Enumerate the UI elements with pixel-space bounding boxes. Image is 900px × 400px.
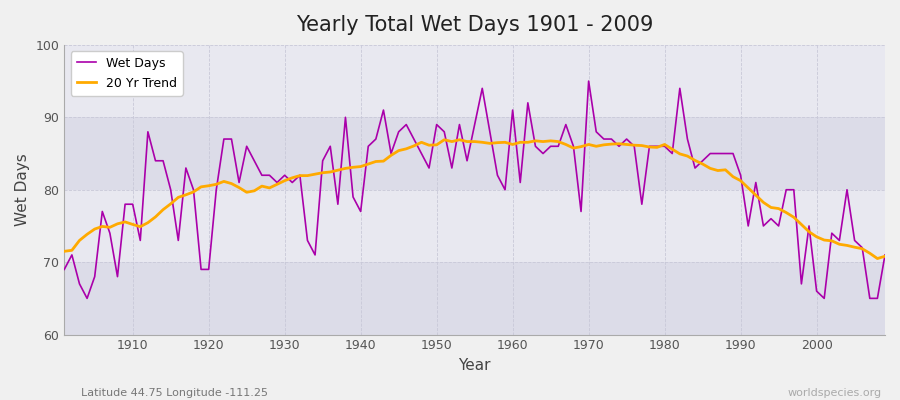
20 Yr Trend xyxy=(879,254,890,259)
Wet Days xyxy=(515,180,526,185)
20 Yr Trend xyxy=(872,256,883,261)
Y-axis label: Wet Days: Wet Days xyxy=(15,153,30,226)
20 Yr Trend xyxy=(515,140,526,145)
Bar xyxy=(64,262,885,334)
Text: worldspecies.org: worldspecies.org xyxy=(788,388,882,398)
20 Yr Trend xyxy=(58,249,69,254)
20 Yr Trend xyxy=(120,220,130,224)
Line: Wet Days: Wet Days xyxy=(64,81,885,298)
Title: Yearly Total Wet Days 1901 - 2009: Yearly Total Wet Days 1901 - 2009 xyxy=(296,15,653,35)
Wet Days xyxy=(340,115,351,120)
Legend: Wet Days, 20 Yr Trend: Wet Days, 20 Yr Trend xyxy=(70,51,183,96)
Bar xyxy=(64,45,885,117)
Wet Days xyxy=(508,108,518,112)
20 Yr Trend xyxy=(332,168,343,172)
Wet Days xyxy=(127,202,138,207)
Bar xyxy=(64,190,885,262)
20 Yr Trend xyxy=(606,142,616,146)
Wet Days xyxy=(82,296,93,301)
Wet Days xyxy=(58,267,69,272)
20 Yr Trend xyxy=(508,142,518,147)
20 Yr Trend xyxy=(439,137,450,142)
Wet Days xyxy=(583,79,594,84)
Bar xyxy=(64,117,885,190)
Wet Days xyxy=(614,144,625,149)
Wet Days xyxy=(879,252,890,257)
Wet Days xyxy=(294,173,305,178)
X-axis label: Year: Year xyxy=(458,358,491,373)
20 Yr Trend xyxy=(287,175,298,180)
Line: 20 Yr Trend: 20 Yr Trend xyxy=(64,140,885,258)
Text: Latitude 44.75 Longitude -111.25: Latitude 44.75 Longitude -111.25 xyxy=(81,388,268,398)
